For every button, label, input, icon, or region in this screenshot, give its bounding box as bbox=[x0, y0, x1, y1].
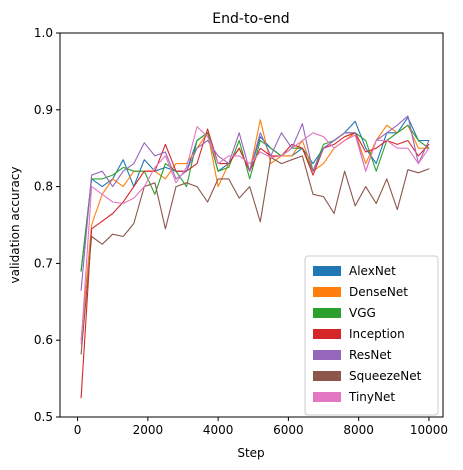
x-tick-label: 4000 bbox=[203, 423, 234, 437]
legend-swatch bbox=[313, 308, 341, 318]
x-axis-label: Step bbox=[237, 446, 264, 460]
legend: AlexNet DenseNet VGG Inception ResNet Squeeze… bbox=[304, 255, 439, 416]
series-line-squeezenet bbox=[80, 155, 430, 355]
x-tick-label: 2000 bbox=[133, 423, 164, 437]
legend-swatch bbox=[313, 350, 341, 360]
legend-swatch bbox=[313, 392, 341, 402]
legend-label: AlexNet bbox=[349, 264, 396, 278]
y-tick-label: 0.8 bbox=[34, 180, 53, 194]
x-tick-label: 8000 bbox=[343, 423, 374, 437]
y-tick-label: 0.6 bbox=[34, 333, 53, 347]
plot-area bbox=[59, 32, 444, 418]
legend-swatch bbox=[313, 266, 341, 276]
legend-swatch bbox=[313, 287, 341, 297]
series-line-tinynet bbox=[80, 126, 430, 345]
legend-label: SqueezeNet bbox=[349, 369, 422, 383]
legend-label: Inception bbox=[349, 327, 405, 341]
legend-label: VGG bbox=[349, 306, 376, 320]
x-tick-label: 0 bbox=[74, 423, 82, 437]
x-tick-label: 6000 bbox=[273, 423, 304, 437]
legend-swatch bbox=[313, 329, 341, 339]
legend-label: TinyNet bbox=[348, 390, 395, 404]
y-tick-label: 0.5 bbox=[34, 410, 53, 424]
y-tick-label: 0.7 bbox=[34, 256, 53, 270]
legend-swatch bbox=[313, 371, 341, 381]
series-line-inception bbox=[80, 128, 430, 399]
y-tick-label: 1.0 bbox=[34, 26, 53, 40]
x-tick-label: 10000 bbox=[410, 423, 448, 437]
chart-title: End-to-end bbox=[212, 11, 289, 27]
y-tick-label: 0.9 bbox=[34, 103, 53, 117]
legend-label: ResNet bbox=[349, 348, 392, 362]
legend-label: DenseNet bbox=[349, 285, 408, 299]
y-axis-label: validation accuracy bbox=[8, 166, 22, 283]
